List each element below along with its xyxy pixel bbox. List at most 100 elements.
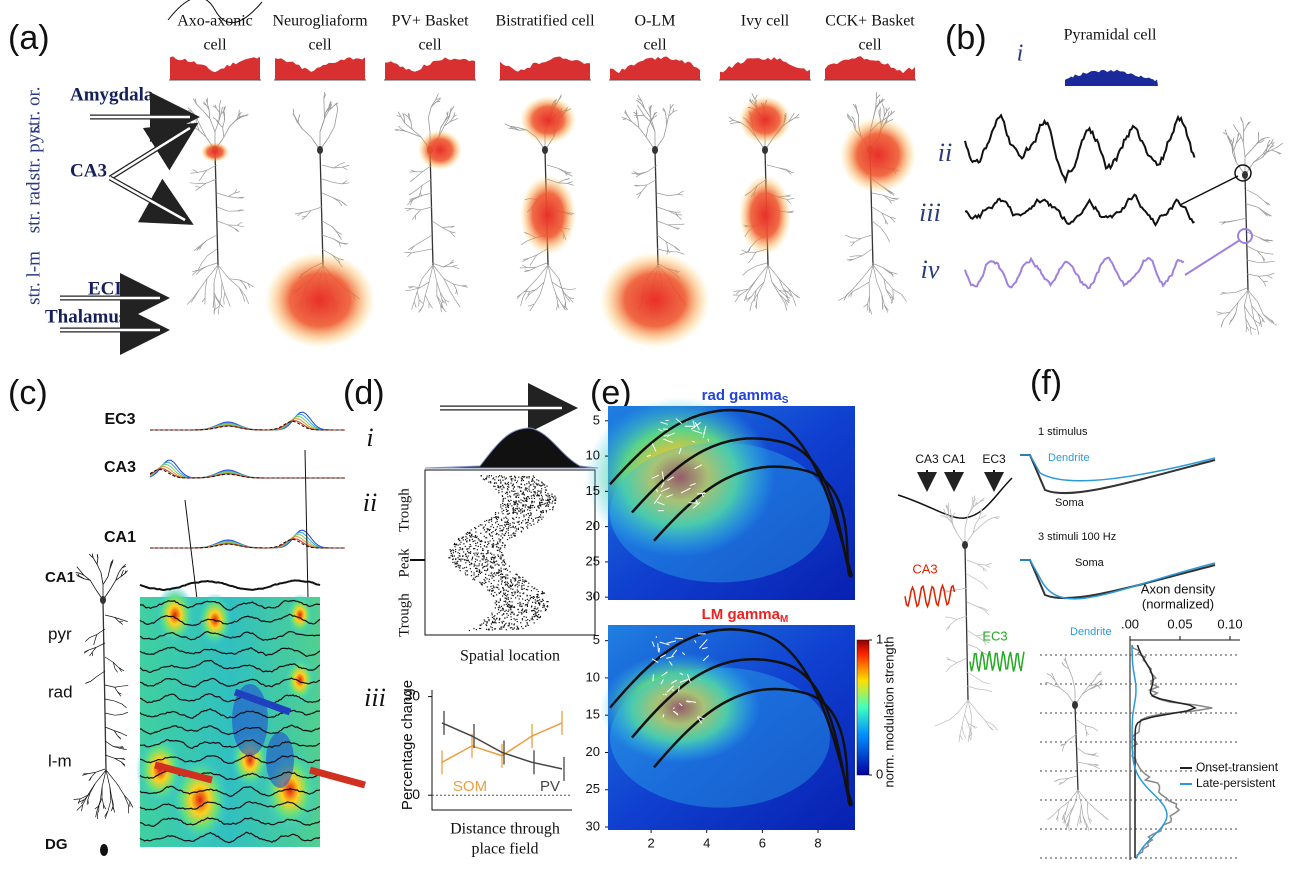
spike bbox=[536, 494, 539, 496]
dendrite bbox=[964, 714, 969, 724]
spike bbox=[491, 574, 493, 576]
spike bbox=[537, 599, 539, 602]
spike bbox=[530, 590, 532, 592]
spike bbox=[530, 618, 532, 620]
spike bbox=[498, 549, 500, 551]
dendrite bbox=[691, 440, 696, 443]
dendrite bbox=[199, 266, 207, 271]
dendrite bbox=[325, 108, 330, 113]
dendrite bbox=[400, 116, 406, 124]
dendrite bbox=[444, 299, 448, 306]
spike bbox=[509, 476, 511, 478]
spike bbox=[518, 517, 520, 519]
spike bbox=[488, 580, 490, 583]
spike bbox=[552, 507, 554, 509]
dendrite bbox=[449, 107, 452, 113]
map-title-sub: S bbox=[782, 395, 789, 406]
spike bbox=[492, 567, 494, 569]
dendrite bbox=[310, 206, 323, 211]
dendrite bbox=[446, 116, 450, 120]
spike bbox=[507, 486, 509, 488]
contour bbox=[653, 687, 853, 806]
spike bbox=[493, 562, 495, 564]
dendrite bbox=[890, 110, 895, 115]
spike bbox=[452, 549, 454, 551]
dendrite bbox=[443, 118, 447, 123]
spike bbox=[505, 504, 507, 506]
dendrite bbox=[1245, 318, 1247, 327]
spike bbox=[502, 588, 504, 590]
dendrite bbox=[982, 567, 987, 572]
spike bbox=[528, 515, 531, 517]
spike bbox=[521, 493, 523, 495]
spike bbox=[533, 485, 535, 487]
dendrite bbox=[522, 288, 529, 299]
spike bbox=[542, 592, 544, 594]
spike bbox=[505, 492, 507, 494]
spike bbox=[476, 553, 478, 555]
y-tick-label: 25 bbox=[586, 553, 600, 568]
dendrite bbox=[846, 114, 851, 118]
spike bbox=[462, 536, 465, 538]
dendrite bbox=[746, 296, 752, 300]
spike bbox=[507, 481, 509, 483]
spike bbox=[464, 567, 466, 569]
spike bbox=[530, 504, 532, 506]
dendrite bbox=[1253, 153, 1264, 163]
map-title: rad gammaS bbox=[702, 387, 789, 406]
phase-histogram bbox=[385, 57, 475, 80]
spike bbox=[479, 581, 481, 583]
spike bbox=[518, 580, 520, 582]
spike bbox=[510, 613, 512, 615]
dendrite bbox=[1257, 250, 1267, 254]
osc-label: CA3 bbox=[912, 561, 937, 576]
dendrite bbox=[203, 103, 207, 106]
dendrite bbox=[443, 278, 454, 285]
y-tick-label: 30 bbox=[586, 818, 600, 833]
dendrite bbox=[455, 289, 457, 295]
dendrite bbox=[122, 685, 129, 687]
dendrite bbox=[1085, 725, 1093, 728]
dendrite bbox=[453, 283, 462, 287]
spike bbox=[504, 624, 506, 626]
soma bbox=[652, 146, 658, 154]
dendrite bbox=[439, 292, 445, 300]
dendrite bbox=[733, 290, 741, 292]
spike bbox=[478, 525, 480, 527]
dendrite bbox=[193, 245, 200, 251]
dendrite bbox=[948, 515, 952, 519]
spike bbox=[492, 538, 494, 540]
dendrite bbox=[409, 117, 412, 122]
trace-label: Dendrite bbox=[1070, 626, 1112, 638]
spike bbox=[516, 503, 518, 505]
dendrite bbox=[730, 122, 735, 125]
dendrite bbox=[123, 795, 129, 806]
dendrite bbox=[672, 108, 674, 113]
spike bbox=[523, 510, 525, 512]
spike bbox=[514, 509, 517, 511]
dendrite bbox=[328, 101, 332, 106]
dendrite bbox=[967, 735, 970, 743]
dendrite bbox=[219, 100, 222, 106]
dendrite bbox=[529, 260, 534, 266]
dendrite bbox=[739, 288, 749, 296]
spike bbox=[474, 535, 476, 537]
dendrite bbox=[871, 206, 883, 214]
spike bbox=[493, 540, 495, 542]
dendrite bbox=[788, 288, 795, 295]
dendrite bbox=[216, 298, 221, 303]
spike bbox=[471, 559, 473, 561]
dendrite bbox=[413, 291, 418, 302]
dendrite bbox=[405, 289, 412, 292]
contour bbox=[631, 658, 854, 806]
spike bbox=[515, 573, 517, 575]
spike bbox=[523, 588, 525, 590]
spike bbox=[519, 579, 521, 581]
dendrite bbox=[749, 302, 753, 312]
dendrite bbox=[114, 685, 123, 688]
map-title: LM gammaM bbox=[702, 606, 789, 625]
spike bbox=[468, 629, 470, 632]
spike bbox=[516, 480, 519, 482]
dendrite bbox=[1238, 136, 1242, 140]
dendrite bbox=[404, 251, 412, 254]
